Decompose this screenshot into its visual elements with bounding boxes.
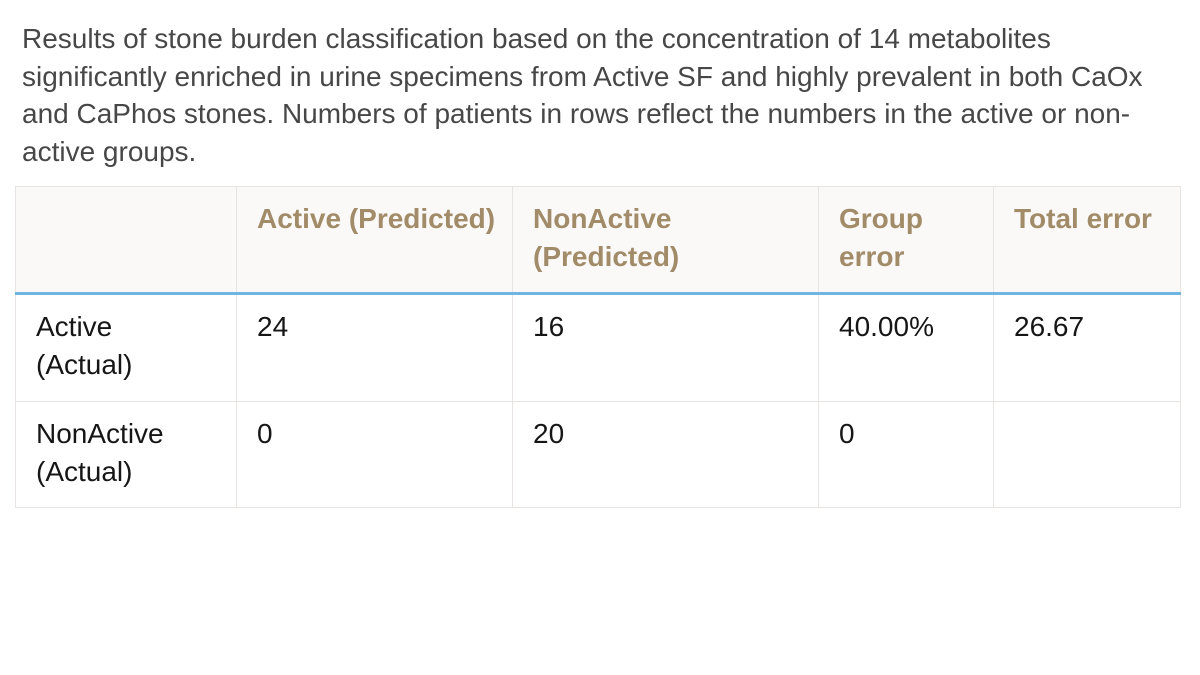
table-cell: 0 — [818, 401, 994, 508]
cell-value: 0 — [839, 418, 855, 449]
column-header-label: NonActive (Predicted) — [533, 203, 680, 272]
column-header-label: Active (Predicted) — [257, 203, 496, 234]
column-header-active-predicted: Active (Predicted) — [236, 186, 513, 295]
cell-value: 0 — [257, 418, 273, 449]
column-header-label: Total error — [1014, 203, 1152, 234]
table-cell: 0 — [236, 401, 513, 508]
column-header-empty — [15, 186, 237, 295]
table-cell: 16 — [512, 293, 819, 402]
table-cell: 24 — [236, 293, 513, 402]
table-cell: 20 — [512, 401, 819, 508]
cell-value: 40.00% — [839, 311, 934, 342]
cell-value: 26.67 — [1014, 311, 1085, 342]
row-header-active-actual: Active (Actual) — [15, 293, 237, 402]
table-caption: Results of stone burden classification b… — [22, 23, 1143, 167]
table-row-nonactive-actual: NonActive (Actual) 0 20 0 — [15, 401, 1181, 508]
row-header-label: NonActive (Actual) — [36, 418, 164, 487]
table-row-active-actual: Active (Actual) 24 16 40.00% 26.67 — [15, 293, 1181, 402]
cell-value: 24 — [257, 311, 289, 342]
column-header-nonactive-predicted: NonActive (Predicted) — [512, 186, 819, 295]
table-cell: 26.67 — [993, 293, 1181, 402]
classification-results-table: Active (Predicted) NonActive (Predicted)… — [15, 186, 1181, 508]
column-header-total-error: Total error — [993, 186, 1181, 295]
table-cell — [993, 401, 1181, 508]
cell-value: 16 — [533, 311, 565, 342]
header-row: Active (Predicted) NonActive (Predicted)… — [15, 186, 1181, 295]
table-cell: 40.00% — [818, 293, 994, 402]
column-header-label: Group error — [839, 203, 923, 272]
column-header-group-error: Group error — [818, 186, 994, 295]
row-header-nonactive-actual: NonActive (Actual) — [15, 401, 237, 508]
cell-value: 20 — [533, 418, 565, 449]
row-header-label: Active (Actual) — [36, 311, 133, 380]
